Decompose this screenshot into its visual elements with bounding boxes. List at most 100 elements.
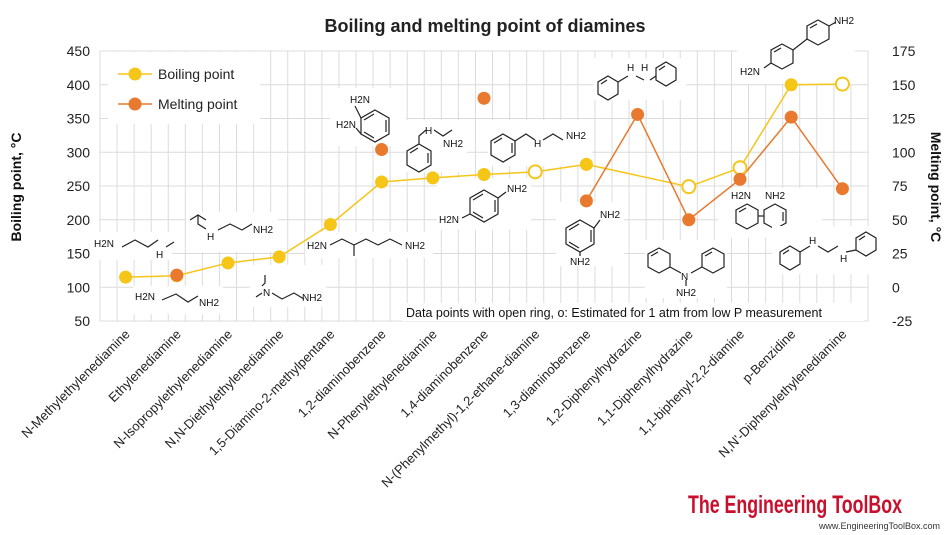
structure-label: H (809, 236, 816, 247)
legend-label-boiling: Boiling point (158, 66, 234, 82)
structure-label: NH2 (600, 210, 620, 221)
structure-n-isopropylethylenediamine: H NH2 (186, 212, 278, 252)
legend-marker-boiling (128, 67, 142, 81)
right-tick-label: 175 (892, 43, 916, 59)
right-tick-label: 100 (892, 144, 916, 160)
structure-label: H (627, 63, 634, 74)
structure-label: NH2 (566, 131, 586, 142)
boiling-point-estimated-marker (732, 160, 748, 176)
annotation-text: Data points with open ring, o: Estimated… (406, 306, 822, 320)
structure-1-1-diphenylhydrazine: N NH2 (645, 240, 727, 299)
melting-point-marker (579, 194, 593, 208)
boiling-point-line (125, 83, 843, 278)
right-tick-label: -25 (892, 313, 912, 329)
structure-label: NH2 (834, 16, 854, 27)
structure-n-methylethylenediamine: H2N H (92, 232, 175, 261)
left-tick-label: 100 (67, 279, 91, 295)
legend-label-melting: Melting point (158, 96, 237, 112)
structure-label: NH2 (570, 257, 590, 268)
right-tick-label: 75 (892, 178, 908, 194)
category-label: 1,2-diaminobenzene (295, 327, 389, 421)
structure-label: H (534, 139, 541, 150)
structure-label: NH2 (507, 184, 527, 195)
melting-point-marker (477, 91, 491, 105)
boiling-point-marker (221, 256, 235, 270)
left-tick-label: 250 (67, 178, 91, 194)
right-tick-label: 50 (892, 212, 908, 228)
melting-point-marker (375, 143, 389, 157)
structure-label: H2N (135, 292, 155, 303)
brand-url: www.EngineeringToolBox.com (818, 521, 940, 531)
series-lines (125, 83, 844, 278)
left-tick-label: 50 (74, 313, 90, 329)
melting-point-marker (631, 107, 645, 121)
structure-ethylenediamine: H2N NH2 (133, 286, 223, 314)
annotation-box: Data points with open ring, o: Estimated… (402, 303, 864, 321)
left-axis-title: Boiling point, °C (8, 132, 24, 241)
legend-background (108, 52, 260, 124)
structure-label: H (425, 126, 432, 137)
structure-1-2-diaminobenzene: H2N H2N (330, 88, 406, 146)
right-tick-label: 125 (892, 111, 916, 127)
legend-marker-melting (128, 97, 142, 111)
structure-label: NH2 (676, 288, 696, 299)
left-tick-label: 200 (67, 212, 91, 228)
structure-label: NH2 (765, 191, 785, 202)
structure-label: H (641, 63, 648, 74)
melting-point-line (585, 112, 844, 221)
structure-label: H2N (336, 120, 356, 131)
melting-point-marker (682, 213, 696, 227)
category-label: 1,2-Diphenylhydrazine (543, 327, 645, 429)
structure-biphenyl-diamine: H2N NH2 (718, 188, 822, 238)
boiling-point-marker (375, 175, 389, 189)
boiling-point-estimated-marker (527, 164, 543, 180)
left-tick-label: 150 (67, 246, 91, 262)
structure-1-4-diaminobenzene: NH2 H2N (437, 178, 531, 230)
left-tick-label: 350 (67, 111, 91, 127)
structure-label: H2N (94, 239, 114, 250)
boiling-point-marker (272, 250, 286, 264)
boiling-point-marker (579, 157, 593, 171)
structure-n-n-diethylethylenediamine: N NH2 (250, 265, 326, 307)
boiling-point-marker (477, 168, 491, 182)
category-labels: N-MethylethylenediamineEthylenediamineN-… (18, 327, 849, 491)
structure-1-3-diaminobenzene: NH2 NH2 (556, 202, 624, 268)
structure-label: H2N (731, 191, 751, 202)
annotation-background (402, 303, 864, 321)
right-tick-label: 150 (892, 77, 916, 93)
structure-label: NH2 (443, 139, 463, 150)
melting-point-marker (835, 182, 849, 196)
brand-name: The Engineering ToolBox (688, 491, 902, 519)
structure-n-phenylmethyl-ethane-diamine: H NH2 (488, 120, 592, 166)
structure-label: H (207, 232, 214, 243)
structure-1-5-diamino-2-methylpentane: H2N NH2 (305, 232, 433, 258)
category-label: 1,1-Diphenylhydrazine (594, 327, 696, 429)
structure-label: NH2 (405, 241, 425, 252)
melting-point-marker (784, 110, 798, 124)
structure-label: H2N (439, 215, 459, 226)
structure-label: H2N (350, 95, 370, 106)
structure-label: H2N (740, 67, 760, 78)
series-points (119, 76, 850, 284)
structure-label: NH2 (253, 225, 273, 236)
boiling-point-marker (784, 78, 798, 92)
structure-label: N (263, 288, 270, 299)
left-tick-label: 300 (67, 144, 91, 160)
right-tick-label: 0 (892, 279, 900, 295)
right-axis-ticks: -25 0 25 50 75 100 125 150 175 (892, 43, 916, 329)
structure-label: NH2 (199, 298, 219, 309)
boiling-point-marker (119, 270, 133, 284)
molecule-structures: H2N H H2N NH2 H NH2 N NH2 (92, 12, 884, 314)
right-axis-title: Melting point, °C (928, 132, 944, 243)
right-tick-label: 25 (892, 246, 908, 262)
structure-n-n-diphenylethylenediamine: H H (772, 226, 884, 274)
structure-label: H (156, 250, 163, 261)
category-label: 1,3-diaminobenzene (500, 327, 594, 421)
brand-logo: The Engineering ToolBox www.EngineeringT… (688, 491, 940, 531)
melting-point-marker (170, 268, 184, 282)
boiling-point-marker (426, 171, 440, 185)
structure-p-benzidine: NH2 H2N (737, 12, 855, 84)
category-label: 1,1-biphenyl-2,2-diamine (635, 327, 747, 439)
legend: Boiling point Melting point (108, 52, 260, 124)
